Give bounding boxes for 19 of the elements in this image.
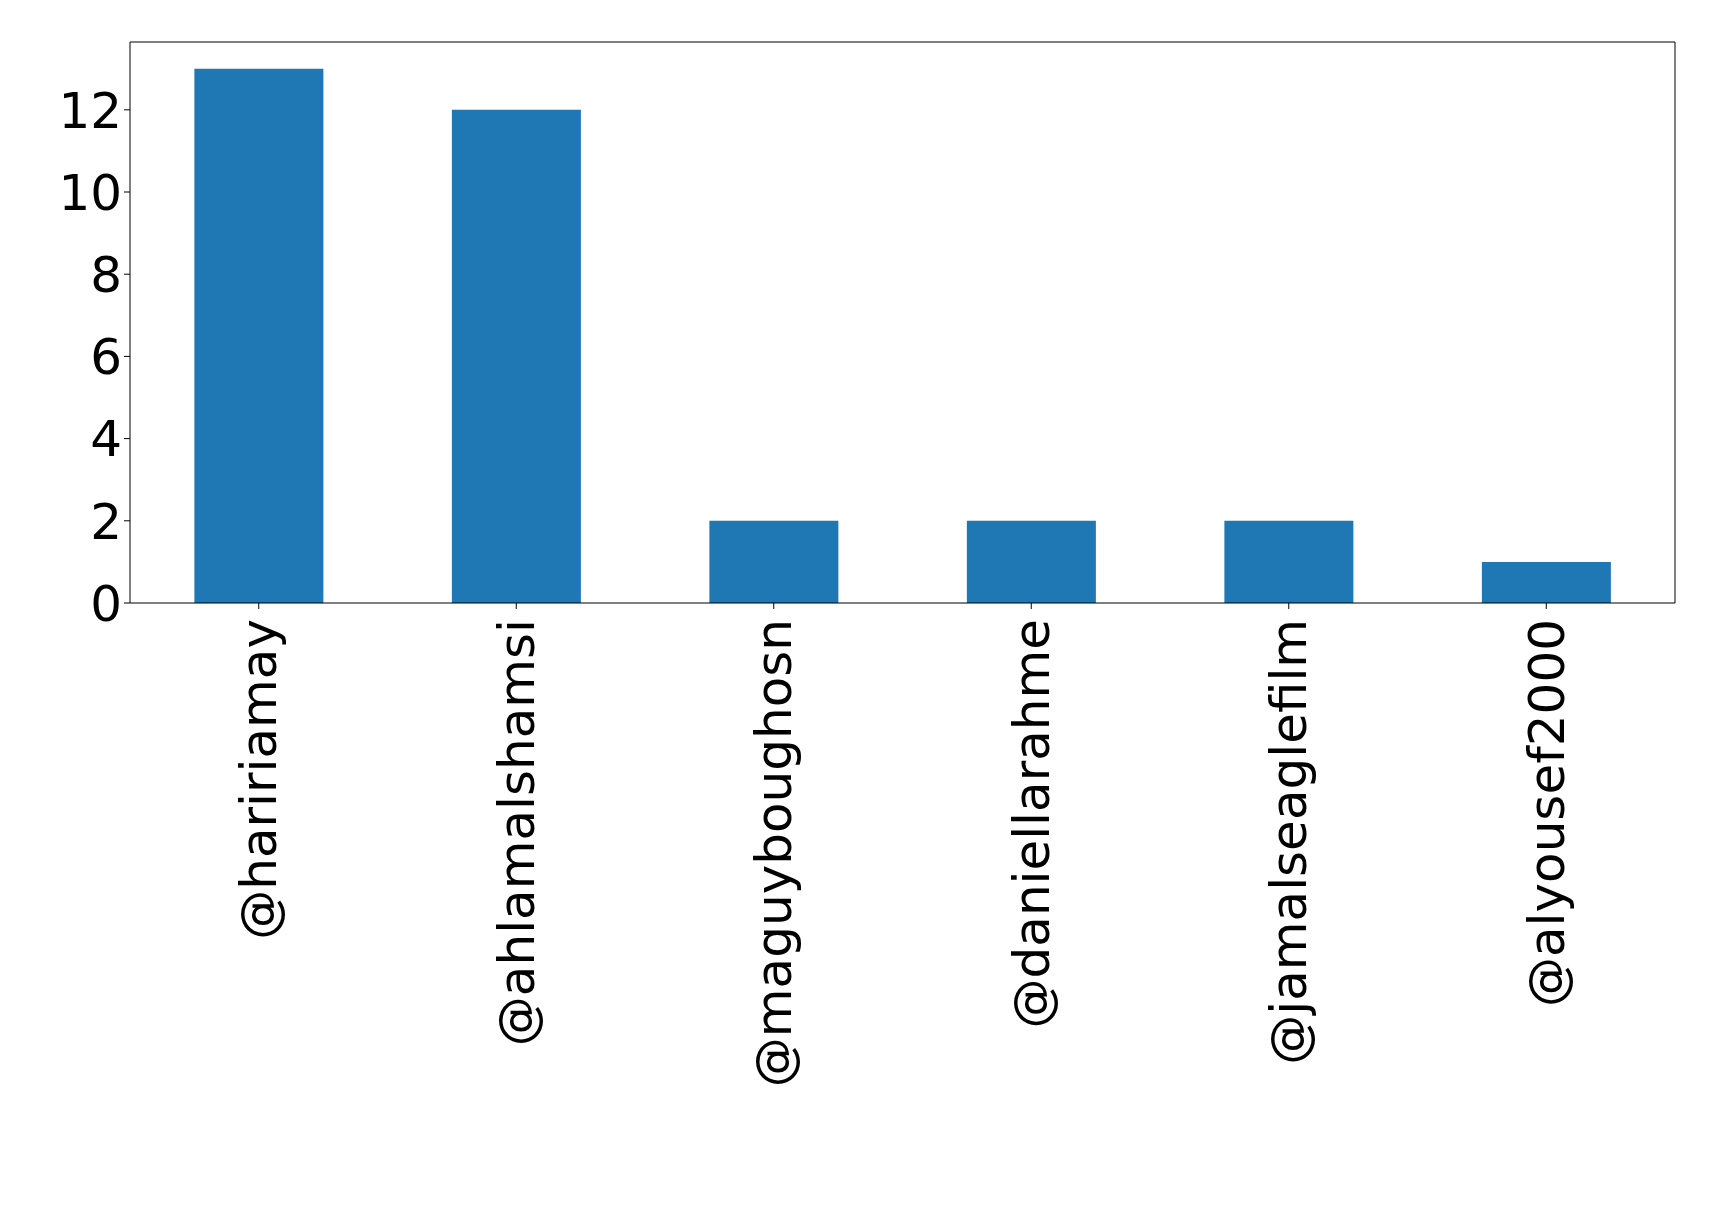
y-tick-label: 2 [90,492,122,551]
y-tick-label: 10 [58,163,122,222]
bar [194,68,324,603]
bar [451,109,581,603]
bar [1224,520,1354,603]
x-tick-label: @jamalseaglefilm [1260,619,1319,1065]
x-tick-label: @alyousef2000 [1517,619,1576,1008]
x-tick-label: @daniellarahme [1002,619,1061,1029]
x-tick-label: @maguyboughosn [745,619,804,1088]
x-tick-label: @ahlamalshamsi [487,619,546,1047]
bar [709,520,839,603]
y-tick-label: 0 [90,574,122,633]
bar [1481,561,1611,603]
y-tick-label: 8 [90,245,122,304]
y-tick-label: 4 [90,410,122,469]
bar [966,520,1096,603]
x-tick-label: @haririamay [230,619,289,940]
y-tick-label: 12 [58,81,122,140]
y-tick-label: 6 [90,328,122,387]
